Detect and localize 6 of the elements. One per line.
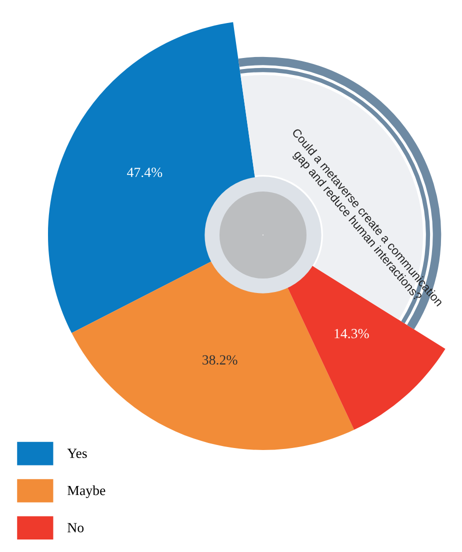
data-label: 14.3%	[334, 328, 369, 338]
data-label: 47.4%	[127, 168, 162, 178]
legend-label: No	[68, 523, 84, 532]
legend-label: Maybe	[68, 485, 106, 498]
data-label: 38.2%	[202, 355, 238, 365]
legend-label: Yes	[67, 448, 87, 458]
